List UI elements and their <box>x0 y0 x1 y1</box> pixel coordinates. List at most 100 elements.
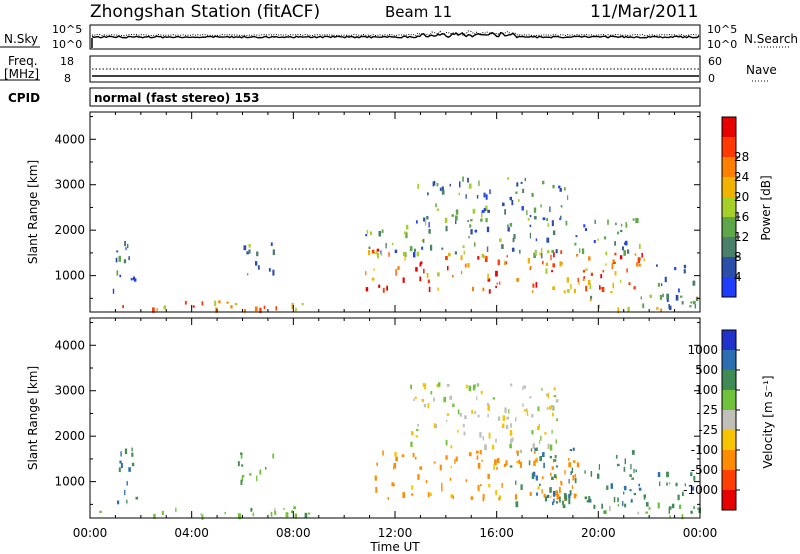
echo-cell <box>477 256 480 260</box>
echo-cell <box>304 512 308 519</box>
echo-cell <box>550 472 552 477</box>
echo-cell <box>404 255 406 261</box>
echo-cell <box>582 277 585 282</box>
echo-cell <box>480 390 483 395</box>
echo-cell <box>659 481 661 487</box>
echo-cell <box>553 395 557 398</box>
cpid-strip: CPID normal (fast stereo) 153 <box>8 87 701 107</box>
echo-cell <box>478 180 480 186</box>
echo-cell <box>241 477 244 482</box>
echo-cell <box>128 256 130 261</box>
echo-cell <box>367 250 371 256</box>
echo-cell <box>120 463 123 469</box>
echo-cell <box>553 459 557 462</box>
echo-cell <box>486 403 490 406</box>
echo-cell <box>423 403 427 408</box>
echo-cell <box>597 473 600 479</box>
nsearch-tick-top: 10^5 <box>707 23 737 36</box>
echo-cell <box>476 194 479 199</box>
colorbar-segment <box>722 277 736 298</box>
echo-cell <box>371 249 375 254</box>
echo-cell <box>424 220 427 226</box>
echo-cell <box>555 399 559 403</box>
echo-cell <box>496 466 498 470</box>
echo-cell <box>376 462 378 466</box>
y-tick-label: 4000 <box>54 132 85 146</box>
echo-cell <box>638 483 641 487</box>
echo-cell <box>624 458 626 465</box>
echo-cell <box>487 278 491 282</box>
echo-cell <box>243 309 246 313</box>
echo-cell <box>574 242 577 246</box>
echo-cell <box>387 497 390 500</box>
echo-cell <box>690 301 693 304</box>
velocity-ylabel: Slant Range [km] <box>26 366 40 470</box>
echo-cell <box>515 480 517 485</box>
echo-cell <box>402 492 405 498</box>
echo-cell <box>551 249 554 253</box>
echo-cell <box>416 251 420 257</box>
echo-cell <box>130 277 133 281</box>
echo-cell <box>417 183 420 189</box>
echo-cell <box>554 474 557 479</box>
echo-cell <box>548 405 552 410</box>
echo-cell <box>516 182 519 187</box>
velocity-y-axis: 1000 2000 3000 4000 <box>54 322 700 505</box>
echo-cell <box>476 455 479 460</box>
echo-cell <box>573 493 576 499</box>
echo-cell <box>564 470 566 475</box>
echo-cell <box>645 502 649 507</box>
echo-cell <box>241 475 245 478</box>
echo-cell <box>622 501 624 507</box>
echo-cell <box>645 511 649 514</box>
echo-cell <box>491 444 495 450</box>
echo-cell <box>240 452 243 459</box>
echo-cell <box>527 217 530 221</box>
echo-cell <box>532 443 535 449</box>
echo-cell <box>427 403 430 409</box>
echo-cell <box>526 210 528 215</box>
echo-cell <box>666 482 668 486</box>
echo-cell <box>631 450 635 455</box>
echo-cell <box>689 305 692 308</box>
colorbar-segment <box>722 237 736 258</box>
colorbar-segment <box>722 157 736 178</box>
echo-cell <box>430 391 433 395</box>
echo-cell <box>683 269 686 274</box>
echo-cell <box>614 271 617 276</box>
echo-cell <box>489 189 491 195</box>
echo-cell <box>505 460 508 466</box>
echo-cell <box>547 443 550 449</box>
echo-cell <box>546 407 549 410</box>
echo-cell <box>547 494 550 498</box>
echo-cell <box>112 288 115 294</box>
nsearch-trace <box>91 30 700 37</box>
echo-cell <box>542 452 545 457</box>
echo-cell <box>395 456 398 462</box>
echo-cell <box>449 395 453 400</box>
echo-cell <box>541 488 543 494</box>
echo-cell <box>563 290 566 294</box>
time-tick-label: 20:00 <box>581 526 616 540</box>
echo-cell <box>476 396 478 401</box>
echo-cell <box>439 464 442 471</box>
colorbar-tick-label: -100 <box>691 443 718 457</box>
echo-cell <box>526 410 529 416</box>
colorbar-tick-label: 24 <box>734 170 749 184</box>
echo-cell <box>523 385 526 389</box>
echo-cell <box>415 435 418 438</box>
echo-cell <box>249 473 252 476</box>
echo-cell <box>470 229 473 235</box>
echo-cell <box>581 248 585 255</box>
echo-cell <box>507 224 509 227</box>
echo-cell <box>152 307 155 313</box>
echo-cell <box>290 510 293 514</box>
echo-cell <box>451 214 454 217</box>
echo-cell <box>200 513 203 516</box>
echo-cell <box>579 248 581 253</box>
echo-cell <box>366 230 369 234</box>
echo-cell <box>439 187 442 191</box>
echo-cell <box>365 287 369 292</box>
echo-cell <box>518 459 521 464</box>
echo-cell <box>371 277 375 281</box>
